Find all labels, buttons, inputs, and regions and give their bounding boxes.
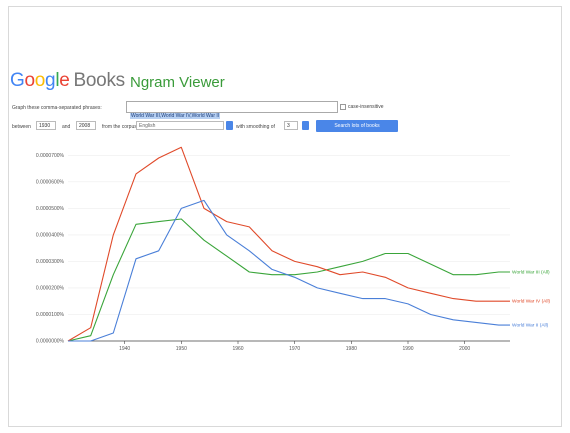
y-tick-label: 0.0000000% [36,339,65,345]
smoothing-input[interactable]: 3 [284,121,298,130]
app-title: Ngram Viewer [130,74,225,91]
series-line [68,199,510,342]
series-line [67,146,510,342]
query-input[interactable]: World War III,World War IV,World War II [126,101,338,119]
y-tick-label: 0.0000600% [36,179,65,185]
series-line [67,218,510,342]
corpus-dropdown-arrow-icon[interactable] [226,121,233,130]
x-tick-label: 1950 [176,346,187,352]
year-end-input[interactable]: 2008 [76,121,96,130]
case-insensitive-label: case-insensitive [348,104,384,110]
y-tick-label: 0.0000200% [36,285,65,291]
and-label: and [62,124,71,130]
x-tick-label: 1970 [289,346,300,352]
year-start-input[interactable]: 1930 [36,121,56,130]
case-insensitive-checkbox[interactable] [340,104,346,110]
y-tick-label: 0.0000700% [36,153,65,159]
corpus-select[interactable]: English [136,121,224,130]
x-tick-label: 2000 [459,346,470,352]
y-tick-label: 0.0000400% [36,232,65,238]
y-tick-label: 0.0000300% [36,259,65,265]
x-tick-label: 1990 [402,346,413,352]
corpus-label: from the corpus [102,124,137,130]
smoothing-label: with smoothing of [236,124,275,130]
series-label: World War II (All) [512,323,549,329]
x-tick-label: 1960 [232,346,243,352]
between-label: between [12,124,31,130]
smoothing-dropdown-arrow-icon[interactable] [302,121,309,130]
x-tick-label: 1940 [119,346,130,352]
y-tick-label: 0.0000100% [36,312,65,318]
query-label: Graph these comma-separated phrases: [12,105,102,111]
query-value: World War III,World War IV,World War II [130,113,221,119]
google-books-logo[interactable]: Google Books [10,70,125,91]
search-button[interactable]: Search lots of books [316,120,398,132]
series-label: World War III (All) [512,270,550,276]
x-tick-label: 1980 [346,346,357,352]
y-tick-label: 0.0000500% [36,206,65,212]
series-label: World War IV (All) [512,299,551,305]
browser-frame [8,6,562,427]
